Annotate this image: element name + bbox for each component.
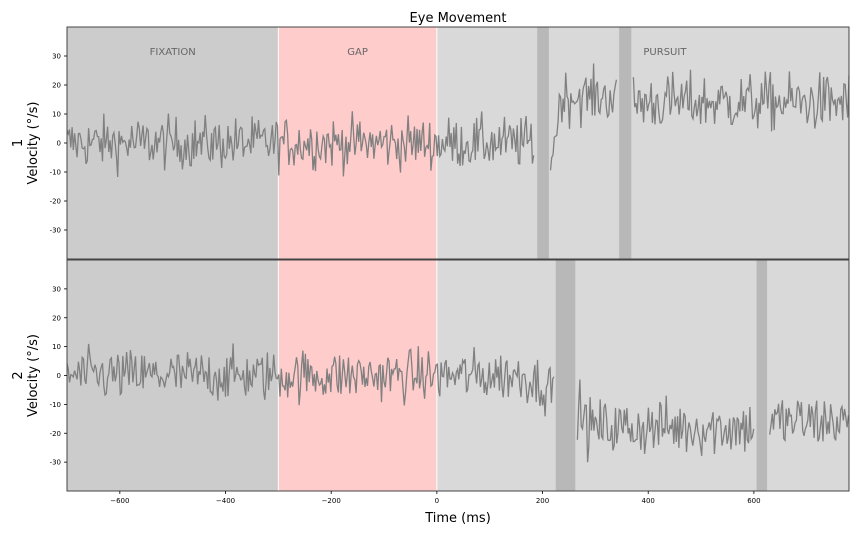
x-tick-label: 200 bbox=[536, 497, 549, 505]
phase-band-gap bbox=[278, 260, 437, 491]
panel-1: FIXATION GAP PURSUIT 30 20 10 0 -10 -20 -30 1Veloc… bbox=[11, 26, 850, 260]
y-tick-label: -10 bbox=[50, 169, 61, 177]
x-tick-label: 400 bbox=[642, 497, 655, 505]
y-tick-label: 30 bbox=[52, 53, 61, 61]
y-tick-label: 30 bbox=[52, 285, 61, 293]
y-tick-label: -20 bbox=[50, 430, 61, 438]
velocity-trace bbox=[66, 343, 555, 417]
x-tick-label: 0 bbox=[435, 497, 439, 505]
chart-title: Eye Movement bbox=[410, 11, 507, 26]
blink-band bbox=[537, 27, 549, 259]
velocity-trace bbox=[576, 379, 755, 463]
x-axis-label: Time (ms) bbox=[424, 511, 491, 526]
velocity-trace bbox=[769, 400, 850, 443]
y-axis-label: 1Velocity (°/s) bbox=[11, 102, 41, 185]
y-tick-label: 0 bbox=[57, 140, 61, 148]
y-tick-label: -30 bbox=[50, 459, 61, 467]
y-axis-label: 2Velocity (°/s) bbox=[11, 334, 41, 417]
x-tick-label: −400 bbox=[216, 497, 235, 505]
y-tick-label: 20 bbox=[52, 314, 61, 322]
y-axis-label-line: Velocity (°/s) bbox=[26, 102, 41, 185]
y-tick-label: 10 bbox=[52, 111, 61, 119]
phase-label-gap: GAP bbox=[347, 47, 368, 58]
y-tick-label: -10 bbox=[50, 401, 61, 409]
x-tick-label: 600 bbox=[747, 497, 760, 505]
velocity-trace bbox=[549, 63, 618, 171]
y-axis-label-line: Velocity (°/s) bbox=[26, 334, 41, 417]
phase-label-fixation: FIXATION bbox=[150, 47, 196, 58]
y-tick-label: -20 bbox=[50, 198, 61, 206]
blink-band bbox=[555, 260, 576, 491]
phase-label-pursuit: PURSUIT bbox=[643, 47, 687, 58]
y-tick-label: 0 bbox=[57, 372, 61, 380]
y-tick-label: 10 bbox=[52, 343, 61, 351]
velocity-trace bbox=[66, 111, 535, 177]
y-tick-label: -30 bbox=[50, 227, 61, 235]
phase-band-pursuit bbox=[436, 260, 849, 491]
y-tick-label: 20 bbox=[52, 82, 61, 90]
x-tick-label: −600 bbox=[110, 497, 129, 505]
y-axis-label-line: 2 bbox=[11, 371, 26, 379]
velocity-trace bbox=[632, 69, 850, 132]
x-tick-label: −200 bbox=[322, 497, 341, 505]
y-axis-label-line: 1 bbox=[11, 139, 26, 147]
blink-band bbox=[619, 27, 632, 259]
blink-band bbox=[756, 260, 768, 491]
